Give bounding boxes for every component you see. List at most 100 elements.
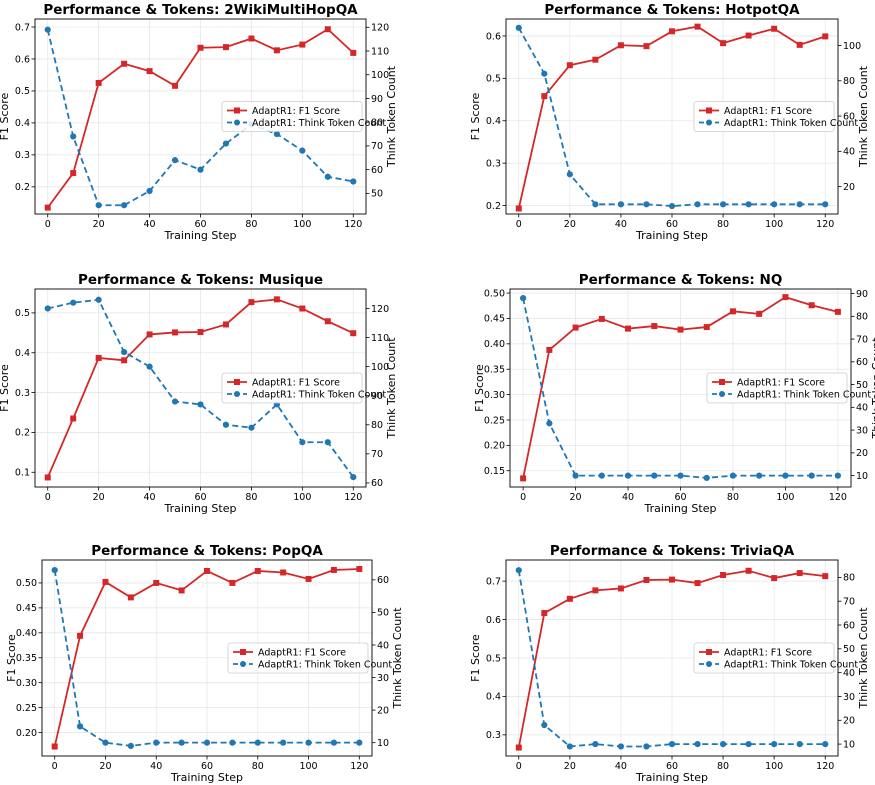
f1-score-point	[729, 308, 736, 315]
legend-label: AdaptR1: Think Token Count	[724, 118, 858, 129]
y2-tick-label: 60	[843, 620, 855, 631]
f1-score-point	[197, 44, 204, 51]
y-axis-label: F1 Score	[469, 634, 482, 682]
y-tick-label: 0.6	[486, 615, 501, 626]
f1-score-point	[756, 310, 763, 317]
think-token-point	[171, 157, 179, 164]
y-tick-label: 0.4	[15, 118, 30, 129]
y2-tick-label: 30	[843, 692, 855, 703]
think-token-point	[197, 401, 204, 408]
y2-tick-label: 100	[843, 41, 861, 52]
think-token-point	[95, 202, 102, 209]
x-axis-label: Training Step	[170, 771, 243, 784]
y2-axis-label: Think Token Count	[391, 607, 404, 710]
y2-tick-label: 110	[371, 333, 389, 344]
y-tick-label: 0.2	[486, 201, 501, 212]
y-tick-label: 0.3	[15, 388, 30, 399]
f1-score-point	[796, 570, 803, 577]
f1-score-point	[172, 82, 179, 89]
x-tick-label: 80	[252, 761, 264, 772]
f1-score-point	[617, 585, 624, 592]
x-tick-label: 80	[245, 219, 257, 230]
y-tick-label: 0.30	[16, 678, 37, 689]
think-token-point	[541, 721, 548, 729]
legend-box	[221, 372, 363, 404]
y2-tick-label: 20	[843, 716, 855, 727]
f1-score-point	[324, 318, 331, 325]
y-tick-label: 0.50	[484, 288, 505, 299]
f1-score-point	[197, 329, 204, 336]
think-token-point	[305, 739, 312, 746]
f1-score-point	[771, 25, 778, 32]
legend-circle-marker	[719, 391, 725, 397]
f1-score-point	[153, 579, 160, 586]
f1-score-point	[273, 296, 280, 303]
think-token-point	[624, 472, 632, 479]
y-tick-label: 0.45	[16, 603, 37, 614]
y2-tick-label: 70	[856, 334, 868, 345]
y-axis-label: F1 Score	[469, 92, 482, 140]
y2-tick-label: 30	[856, 425, 868, 436]
y2-tick-label: 90	[371, 94, 383, 105]
y-tick-label: 0.45	[484, 314, 505, 325]
y-tick-label: 0.3	[486, 158, 501, 169]
y2-tick-label: 20	[843, 182, 855, 193]
think-token-point	[44, 26, 51, 33]
f1-score-point	[592, 587, 599, 594]
f1-score-point	[178, 587, 185, 594]
x-tick-label: 80	[717, 219, 729, 230]
y2-tick-label: 50	[371, 189, 383, 200]
f1-score-point	[677, 326, 684, 333]
legend-box	[227, 642, 369, 674]
x-axis-label: Training Step	[644, 502, 717, 515]
y-tick-label: 0.5	[15, 86, 30, 97]
think-token-point	[356, 739, 363, 746]
y2-tick-label: 50	[856, 380, 868, 391]
y2-tick-label: 50	[377, 608, 389, 619]
f1-score-point	[350, 330, 357, 337]
y-tick-label: 0.40	[16, 628, 37, 639]
legend-square-marker	[234, 107, 240, 114]
f1-score-point	[356, 565, 363, 572]
f1-score-point	[299, 305, 306, 312]
y-tick-label: 0.3	[15, 150, 30, 161]
y2-axis-label: Think Token Count	[857, 607, 870, 710]
think-token-point	[520, 295, 527, 302]
y-tick-label: 0.5	[486, 74, 501, 85]
f1-score-point	[515, 205, 522, 212]
think-token-point	[324, 173, 331, 180]
think-token-point	[299, 439, 306, 446]
think-token-point	[668, 202, 676, 210]
x-tick-label: 20	[99, 761, 111, 772]
f1-score-point	[834, 308, 841, 315]
think-token-point	[771, 201, 778, 208]
y2-tick-label: 70	[371, 141, 383, 152]
y2-tick-label: 10	[856, 471, 868, 482]
f1-score-point	[330, 566, 337, 573]
y2-tick-label: 20	[856, 448, 868, 459]
f1-score-point	[808, 302, 815, 309]
chart-title: Performance & Tokens: TriviaQA	[550, 543, 795, 559]
y-tick-label: 0.20	[484, 441, 505, 452]
think-token-point	[617, 201, 625, 208]
x-tick-label: 60	[666, 219, 678, 230]
f1-score-point	[254, 567, 261, 574]
chart-title: Performance & Tokens: Musique	[78, 272, 323, 288]
y-axis-label: F1 Score	[0, 92, 11, 140]
f1-score-point	[77, 632, 84, 639]
y2-tick-label: 60	[371, 165, 383, 176]
x-tick-label: 100	[776, 492, 794, 503]
think-token-point	[771, 740, 778, 748]
think-token-point	[745, 740, 752, 748]
chart-panel: 0 20 40 60 80 100 120 0.3 0.4 0.5 0.6 0.7 10 20 30 40 50…	[469, 543, 870, 784]
x-tick-label: 40	[144, 219, 156, 230]
x-tick-label: 0	[520, 492, 526, 503]
x-tick-label: 120	[816, 219, 834, 230]
think-token-point	[350, 474, 357, 481]
think-token-point	[146, 363, 153, 370]
chart-title: Performance & Tokens: HotpotQA	[544, 2, 800, 18]
x-tick-label: 0	[45, 492, 51, 503]
think-token-point	[280, 739, 287, 746]
f1-score-point	[771, 575, 778, 582]
chart-title: Performance & Tokens: NQ	[579, 272, 783, 288]
